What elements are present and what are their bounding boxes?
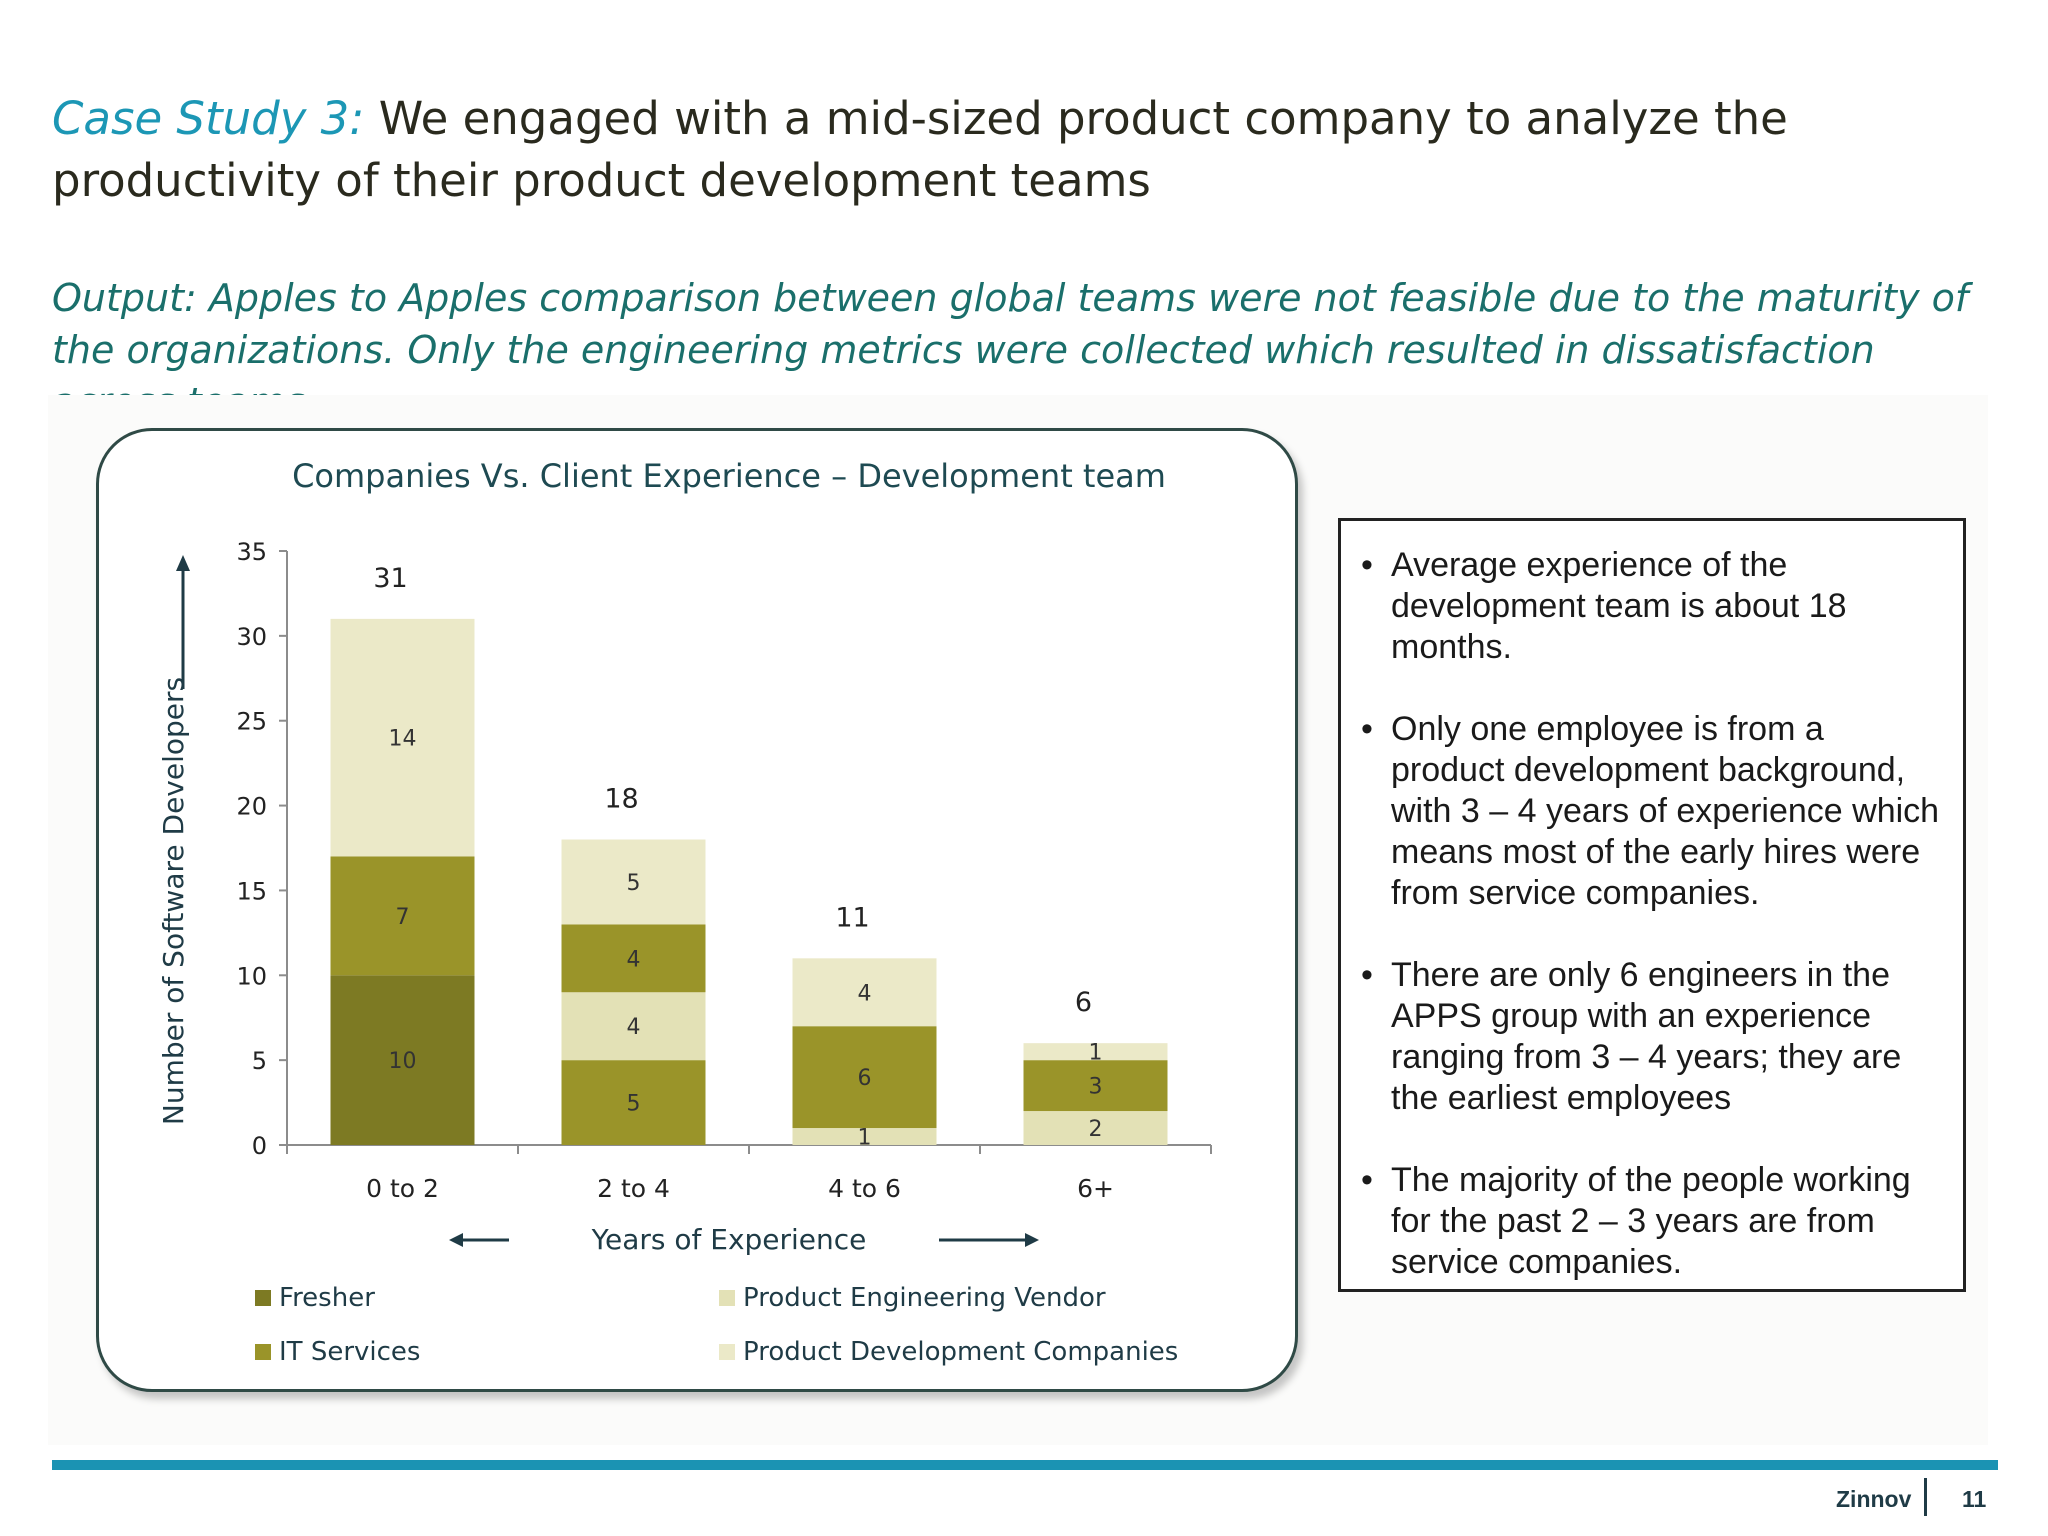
- bar-segment: [330, 975, 475, 1145]
- segment-label: 7: [396, 905, 410, 930]
- x-tick-label: 6+: [1077, 1174, 1114, 1203]
- bar-segment: [561, 924, 706, 993]
- legend-item-it-services: IT Services: [255, 1337, 420, 1367]
- bar-segment: [1023, 1111, 1168, 1145]
- segment-label: 5: [627, 1092, 641, 1117]
- note-text: Average experience of the development te…: [1391, 546, 1847, 666]
- segment-label: 14: [389, 727, 417, 752]
- note-text: Only one employee is from a product deve…: [1391, 710, 1940, 912]
- segment-label: 5: [627, 871, 641, 896]
- bullet-icon: •: [1361, 546, 1373, 584]
- legend-label-it-services: IT Services: [279, 1337, 421, 1367]
- bar-segment: [561, 992, 706, 1061]
- slide-title-text: We engaged with a mid-sized product comp…: [52, 92, 1788, 207]
- x-axis-title: Years of Experience: [591, 1223, 867, 1256]
- footer-separator: [1924, 1478, 1927, 1516]
- bar-segment: [792, 1128, 937, 1145]
- y-tick-label: 25: [236, 708, 267, 736]
- segment-label: 4: [627, 1015, 641, 1040]
- left-arrowhead-icon: [449, 1233, 463, 1247]
- chart-title: Companies Vs. Client Experience – Develo…: [292, 457, 1166, 495]
- bullet-icon: •: [1361, 1161, 1373, 1199]
- segment-label: 1: [1089, 1041, 1103, 1066]
- note-item: • Average experience of the development t…: [1361, 545, 1943, 668]
- segment-label: 4: [858, 981, 872, 1006]
- legend-label-fresher: Fresher: [279, 1283, 375, 1313]
- legend-swatch-product-development-companies: [719, 1344, 735, 1360]
- y-tick-label: 15: [236, 877, 267, 905]
- chart-panel: Companies Vs. Client Experience – Develo…: [96, 428, 1298, 1392]
- bar-segment: [792, 1026, 937, 1129]
- legend-label-product-development-companies: Product Development Companies: [743, 1337, 1179, 1367]
- bullet-icon: •: [1361, 956, 1373, 994]
- note-item: • The majority of the people working for …: [1361, 1160, 1943, 1283]
- y-tick-label: 30: [236, 623, 267, 651]
- y-tick-label: 20: [236, 793, 267, 821]
- legend-swatch-fresher: [255, 1290, 271, 1306]
- page-number: 11: [1962, 1486, 1987, 1512]
- bar-total-label: 6: [1075, 987, 1092, 1018]
- case-study-label: Case Study 3:: [52, 92, 365, 145]
- bar-segment: [330, 856, 475, 976]
- y-tick-label: 5: [252, 1047, 267, 1075]
- legend-item-product-engineering-vendor: Product Engineering Vendor: [719, 1283, 1106, 1313]
- up-arrowhead-icon: [176, 555, 190, 571]
- notes-box: • Average experience of the development t…: [1338, 518, 1966, 1292]
- footer-rule: [52, 1460, 1998, 1470]
- bar-total-label: 18: [604, 784, 638, 815]
- brand-logo: Zinnov: [1836, 1486, 1912, 1512]
- legend-swatch-product-engineering-vendor: [719, 1290, 735, 1306]
- notes-list: • Average experience of the development t…: [1361, 545, 1943, 1283]
- bar-total-label: 11: [835, 902, 869, 933]
- x-tick-label: 0 to 2: [366, 1174, 439, 1203]
- y-axis-title: Number of Software Developers: [157, 677, 190, 1125]
- bar-segment: [792, 958, 937, 1027]
- legend-item-product-development-companies: Product Development Companies: [719, 1337, 1178, 1367]
- segment-label: 6: [858, 1066, 872, 1091]
- right-arrowhead-icon: [1025, 1233, 1039, 1247]
- y-tick-label: 10: [236, 962, 267, 990]
- segment-label: 2: [1089, 1117, 1103, 1142]
- y-tick-label: 0: [252, 1132, 267, 1160]
- note-text: The majority of the people working for t…: [1391, 1161, 1911, 1281]
- note-text: There are only 6 engineers in the APPS g…: [1391, 956, 1902, 1117]
- bar-segment: [561, 839, 706, 925]
- legend-label-product-engineering-vendor: Product Engineering Vendor: [743, 1283, 1106, 1313]
- segment-label: 4: [627, 947, 641, 972]
- bullet-icon: •: [1361, 710, 1373, 748]
- segment-label: 1: [858, 1126, 872, 1151]
- bar-segment: [1023, 1060, 1168, 1112]
- segment-label: 10: [389, 1049, 417, 1074]
- bar-segment: [330, 618, 475, 857]
- segment-label: 3: [1089, 1075, 1103, 1100]
- x-tick-label: 2 to 4: [597, 1174, 670, 1203]
- note-item: • There are only 6 engineers in the APPS …: [1361, 955, 1943, 1119]
- bar-segment: [561, 1060, 706, 1145]
- x-tick-label: 4 to 6: [828, 1174, 901, 1203]
- y-tick-label: 35: [236, 538, 267, 566]
- slide-title: Case Study 3: We engaged with a mid-size…: [52, 88, 1992, 212]
- bar-total-label: 31: [373, 563, 407, 594]
- legend-item-fresher: Fresher: [255, 1283, 375, 1313]
- note-item: • Only one employee is from a product dev…: [1361, 709, 1943, 914]
- legend-swatch-it-services: [255, 1344, 271, 1360]
- bar-segment: [1023, 1043, 1168, 1061]
